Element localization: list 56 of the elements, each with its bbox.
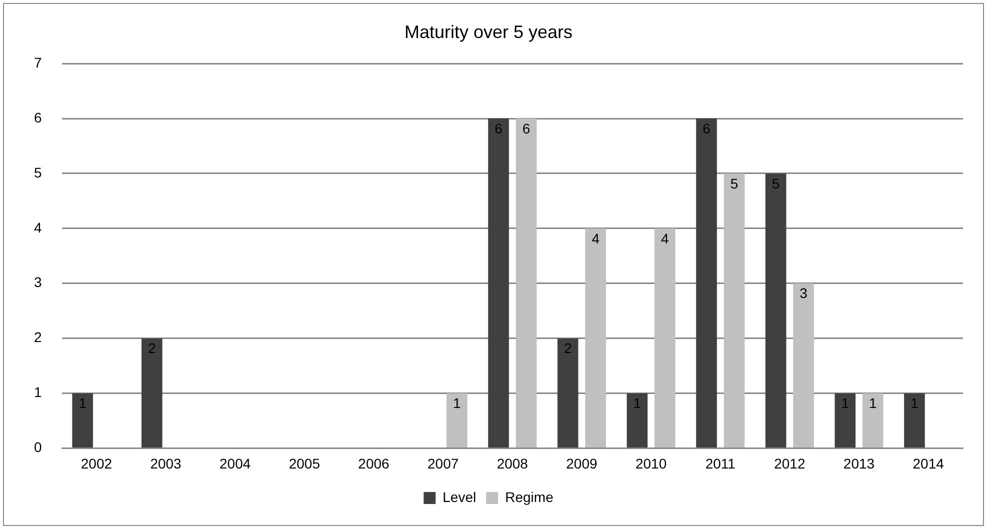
data-label: 1 [910, 395, 919, 412]
data-label: 1 [868, 395, 877, 412]
x-tick-label: 2006 [358, 455, 390, 472]
data-label: 3 [800, 285, 808, 302]
data-label: 5 [730, 175, 738, 192]
y-tick-label: 0 [34, 439, 42, 456]
bar [862, 393, 884, 448]
data-label: 6 [522, 120, 530, 136]
bar [142, 338, 162, 448]
y-tick-label: 5 [34, 164, 42, 180]
y-tick-label: 4 [34, 219, 42, 236]
y-tick-label: 2 [34, 329, 42, 346]
bar [654, 228, 676, 448]
bar [557, 338, 578, 448]
legend-label: Regime [505, 488, 554, 505]
y-tick-label: 3 [34, 274, 42, 290]
data-label: 1 [841, 395, 850, 412]
x-tick-label: 2007 [427, 455, 459, 472]
bar [585, 228, 606, 448]
data-label: 2 [564, 340, 572, 356]
x-tick-label: 2004 [220, 455, 251, 472]
x-tick-label: 2008 [496, 455, 528, 472]
bar [765, 173, 786, 448]
bar [446, 393, 468, 448]
data-label: 6 [494, 120, 503, 136]
x-tick-label: 2005 [288, 455, 320, 472]
data-label: 4 [661, 230, 670, 246]
bar [904, 393, 925, 448]
chart-title: Maturity over 5 years [404, 22, 573, 42]
data-label: 1 [78, 395, 87, 412]
x-tick-label: 2014 [912, 455, 944, 472]
x-tick-label: 2011 [705, 455, 736, 472]
data-label: 1 [633, 395, 642, 412]
x-tick-label: 2013 [843, 455, 875, 472]
bar [626, 393, 648, 448]
bar [488, 118, 509, 448]
bar [72, 393, 93, 448]
legend-label: Level [442, 488, 476, 505]
bar [834, 393, 856, 448]
data-label: 5 [772, 175, 780, 192]
data-label: 2 [148, 340, 156, 356]
x-tick-label: 2012 [774, 455, 806, 472]
y-tick-label: 6 [34, 109, 42, 126]
x-tick-label: 2009 [566, 455, 598, 472]
data-label: 4 [592, 230, 600, 246]
bar [724, 173, 745, 448]
bar [516, 118, 537, 448]
x-tick-label: 2010 [635, 455, 667, 472]
data-label: 6 [702, 120, 711, 136]
data-label: 1 [453, 395, 462, 412]
bar [696, 118, 717, 448]
y-tick-label: 1 [34, 384, 42, 400]
bar [793, 283, 814, 448]
x-tick-label: 2002 [80, 455, 112, 472]
x-tick-label: 2003 [150, 455, 182, 472]
y-tick-label: 7 [34, 54, 42, 70]
